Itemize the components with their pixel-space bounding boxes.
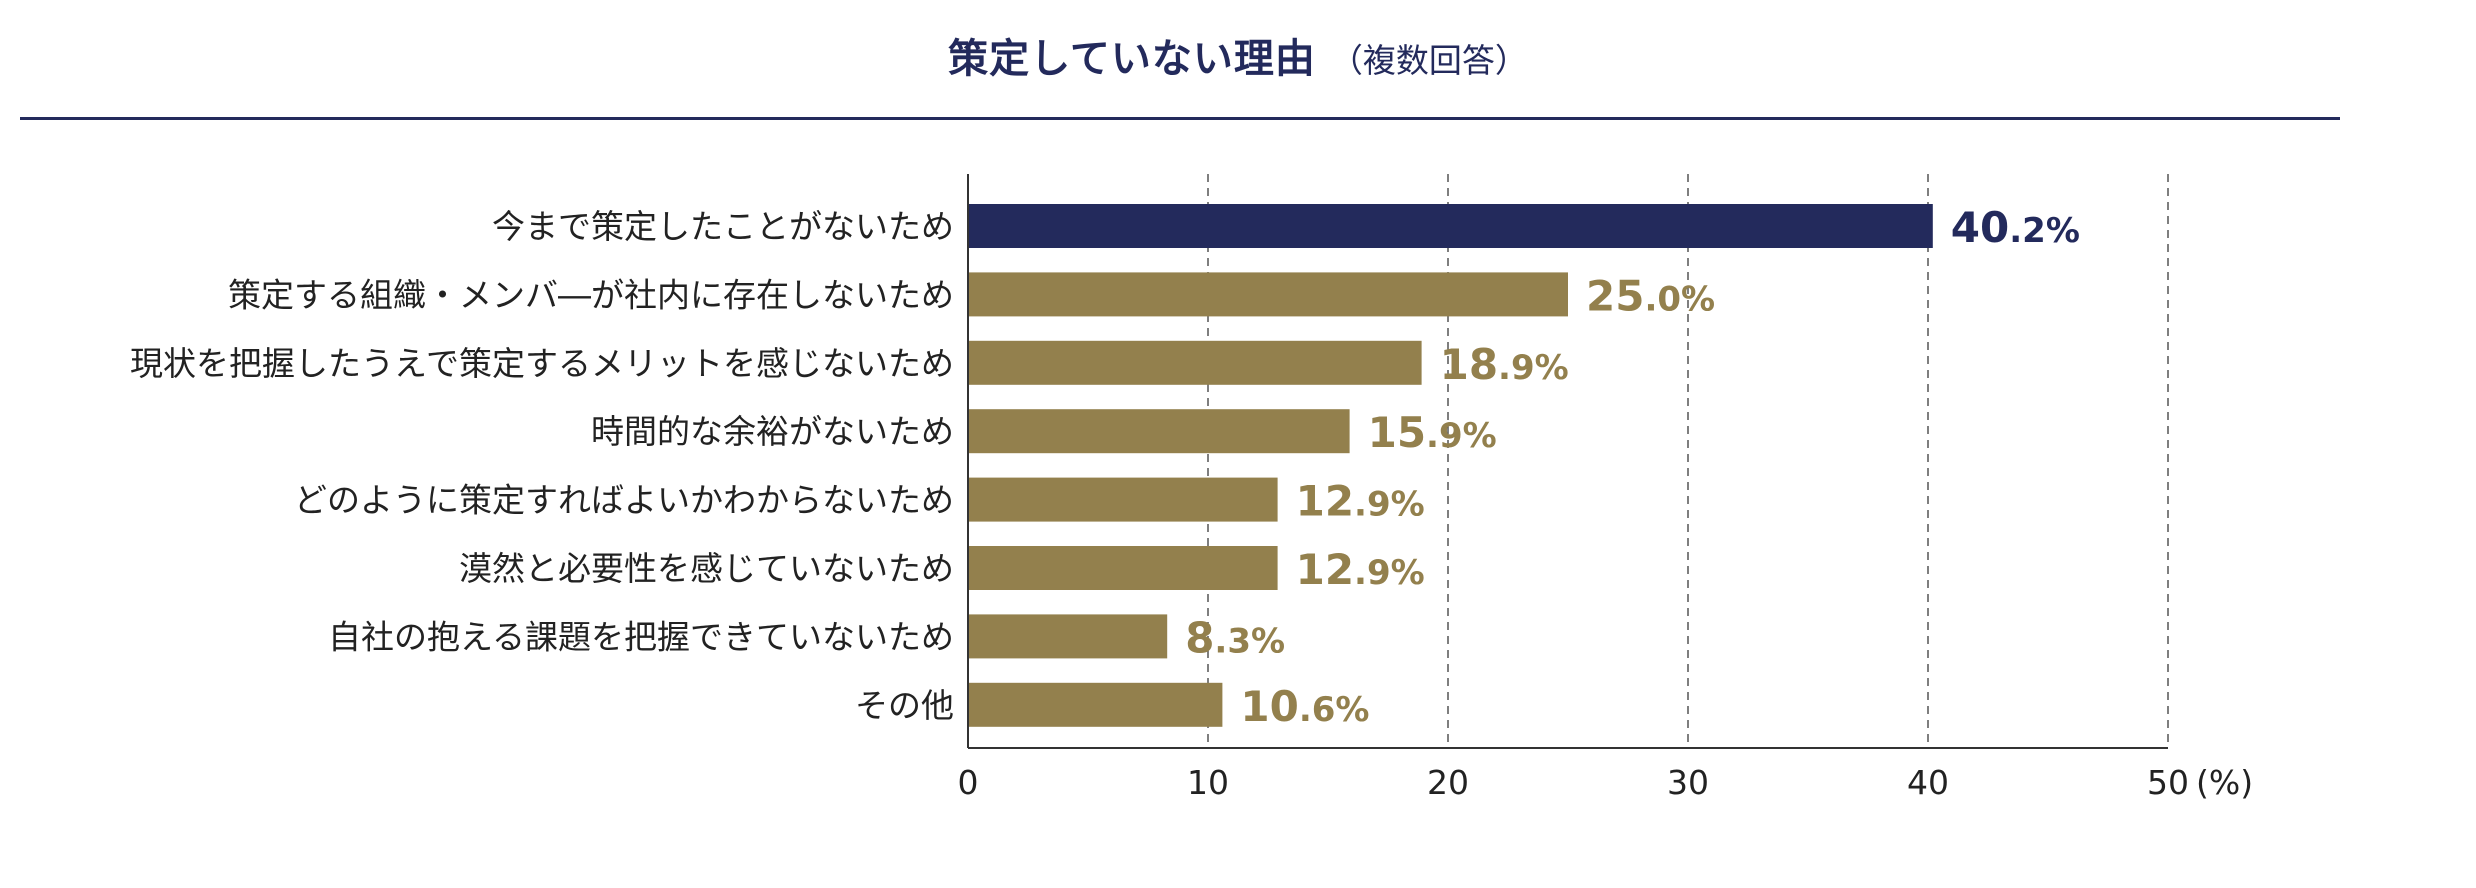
bar-2 [968,340,1422,385]
axes [967,174,2168,749]
value-label-dec-0: .2% [2009,211,2080,251]
value-label-int-6: 8 [1185,613,1214,662]
value-label-1: 25.0% [1586,271,1715,320]
title-rule [20,117,2340,120]
value-label-dec-2: .9% [1498,348,1569,388]
value-label-dec-3: .9% [1426,416,1497,456]
bar-3 [968,409,1350,454]
value-label-int-1: 25 [1586,271,1644,320]
value-label-int-5: 12 [1296,545,1354,594]
value-label-6: 8.3% [1185,613,1285,662]
value-label-int-7: 10 [1240,682,1298,731]
value-label-dec-5: .9% [1354,553,1425,593]
x-tick-labels: 0 10 20 30 40 50 (%) [958,763,2254,802]
category-label-7: その他 [855,686,954,725]
value-label-5: 12.9% [1296,545,1425,594]
category-label-0: 今まで策定したことがないため [492,207,954,246]
value-label-int-3: 15 [1368,408,1426,457]
chart-title-main: 策定していない理由 [948,36,1316,82]
value-label-int-2: 18 [1440,340,1498,389]
category-label-3: 時間的な余裕がないため [591,412,954,451]
value-label-int-4: 12 [1296,477,1354,526]
bar-1 [968,272,1568,317]
chart-title: 策定していない理由 （複数回答） [0,26,2476,84]
grid-lines [1207,174,2169,748]
bar-4 [968,477,1278,522]
category-label-2: 現状を把握したうえで策定するメリットを感じないため [130,344,954,383]
value-label-int-0: 40 [1951,203,2009,252]
x-tick-label-10: 10 [1187,763,1229,802]
value-label-dec-4: .9% [1354,485,1425,525]
x-tick-label-40: 40 [1907,763,1949,802]
x-tick-label-50: 50 [2147,763,2189,802]
category-labels: 今まで策定したことがないため策定する組織・メンバ―が社内に存在しないため現状を把… [130,207,954,725]
x-unit-label: (%) [2196,763,2253,802]
category-label-5: 漠然と必要性を感じていないため [459,549,954,588]
x-tick-label-0: 0 [958,763,979,802]
x-tick-label-30: 30 [1667,763,1709,802]
value-label-0: 40.2% [1951,203,2080,252]
category-label-4: どのように策定すればよいかわからないため [294,481,954,520]
bar-5 [968,546,1278,590]
x-tick-label-20: 20 [1427,763,1469,802]
category-label-1: 策定する組織・メンバ―が社内に存在しないため [228,275,954,314]
category-label-6: 自社の抱える課題を把握できていないため [328,617,954,656]
value-label-dec-6: .3% [1214,621,1285,661]
value-labels: 40.2%25.0%18.9%15.9%12.9%12.9%8.3%10.6% [1185,203,2080,731]
value-label-4: 12.9% [1296,477,1425,526]
value-label-dec-7: .6% [1299,690,1370,730]
value-label-2: 18.9% [1440,340,1569,389]
bar-6 [968,614,1168,659]
chart-title-sub: （複数回答） [1329,41,1528,80]
value-label-3: 15.9% [1368,408,1497,457]
value-label-dec-1: .0% [1644,279,1715,319]
bars [968,204,1933,727]
bar-0 [968,204,1933,248]
bar-7 [968,682,1223,727]
value-label-7: 10.6% [1240,682,1369,731]
